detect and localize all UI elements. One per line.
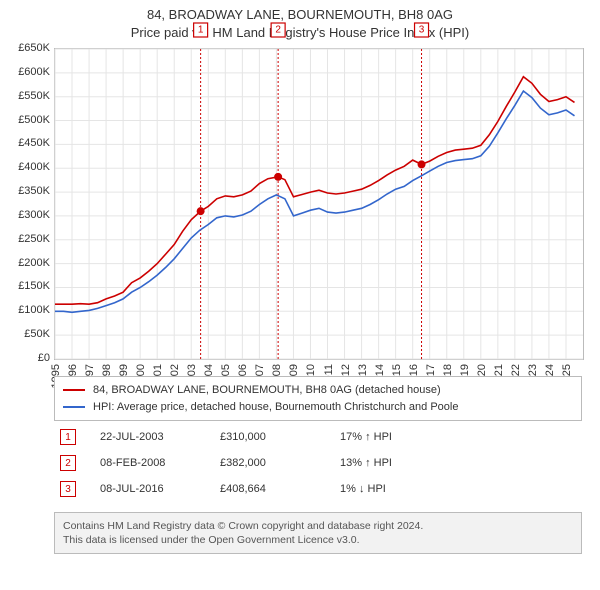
event-pct: 1% ↓ HPI: [340, 483, 460, 495]
marker-dot-1: [197, 207, 205, 215]
y-tick-label: £400K: [0, 161, 50, 173]
y-tick-label: £600K: [0, 66, 50, 78]
legend-row-0: 84, BROADWAY LANE, BOURNEMOUTH, BH8 0AG …: [63, 382, 573, 399]
y-tick-label: £200K: [0, 257, 50, 269]
y-tick-label: £50K: [0, 328, 50, 340]
event-pct: 17% ↑ HPI: [340, 431, 460, 443]
marker-dot-2: [274, 173, 282, 181]
legend-label-0: 84, BROADWAY LANE, BOURNEMOUTH, BH8 0AG …: [93, 382, 441, 399]
marker-num-3: 3: [419, 25, 425, 36]
chart-svg: 123: [55, 49, 583, 359]
attribution-box: Contains HM Land Registry data © Crown c…: [54, 512, 582, 554]
y-tick-label: £250K: [0, 233, 50, 245]
event-row-3: 3 08-JUL-2016£408,6641% ↓ HPI: [54, 476, 582, 502]
event-price: £382,000: [220, 457, 340, 469]
chart-plot-area: 123: [54, 48, 584, 360]
event-box-1: 1: [60, 429, 76, 445]
event-date: 08-JUL-2016: [100, 483, 220, 495]
events-table: 1 22-JUL-2003£310,00017% ↑ HPI 2 08-FEB-200…: [54, 424, 582, 502]
marker-num-2: 2: [275, 25, 281, 36]
event-row-2: 2 08-FEB-2008£382,00013% ↑ HPI: [54, 450, 582, 476]
marker-num-1: 1: [198, 25, 204, 36]
marker-dot-3: [418, 160, 426, 168]
y-tick-label: £100K: [0, 304, 50, 316]
y-tick-label: £150K: [0, 280, 50, 292]
event-price: £310,000: [220, 431, 340, 443]
chart-title: 84, BROADWAY LANE, BOURNEMOUTH, BH8 0AG …: [0, 0, 600, 41]
event-pct: 13% ↑ HPI: [340, 457, 460, 469]
y-tick-label: £450K: [0, 137, 50, 149]
event-date: 22-JUL-2003: [100, 431, 220, 443]
legend-swatch-0: [63, 389, 85, 391]
y-tick-label: £300K: [0, 209, 50, 221]
event-date: 08-FEB-2008: [100, 457, 220, 469]
series-0: [55, 77, 575, 305]
attribution-line-1: Contains HM Land Registry data © Crown c…: [63, 519, 573, 533]
legend-row-1: HPI: Average price, detached house, Bour…: [63, 399, 573, 416]
event-box-3: 3: [60, 481, 76, 497]
legend-swatch-1: [63, 406, 85, 408]
title-line-2: Price paid vs. HM Land Registry's House …: [0, 24, 600, 42]
y-tick-label: £550K: [0, 90, 50, 102]
event-box-2: 2: [60, 455, 76, 471]
y-tick-label: £0: [0, 352, 50, 364]
y-tick-label: £650K: [0, 42, 50, 54]
event-price: £408,664: [220, 483, 340, 495]
y-tick-label: £500K: [0, 114, 50, 126]
legend-box: 84, BROADWAY LANE, BOURNEMOUTH, BH8 0AG …: [54, 376, 582, 421]
title-line-1: 84, BROADWAY LANE, BOURNEMOUTH, BH8 0AG: [0, 6, 600, 24]
y-tick-label: £350K: [0, 185, 50, 197]
attribution-line-2: This data is licensed under the Open Gov…: [63, 533, 573, 547]
event-row-1: 1 22-JUL-2003£310,00017% ↑ HPI: [54, 424, 582, 450]
grid: [55, 49, 583, 359]
legend-label-1: HPI: Average price, detached house, Bour…: [93, 399, 458, 416]
